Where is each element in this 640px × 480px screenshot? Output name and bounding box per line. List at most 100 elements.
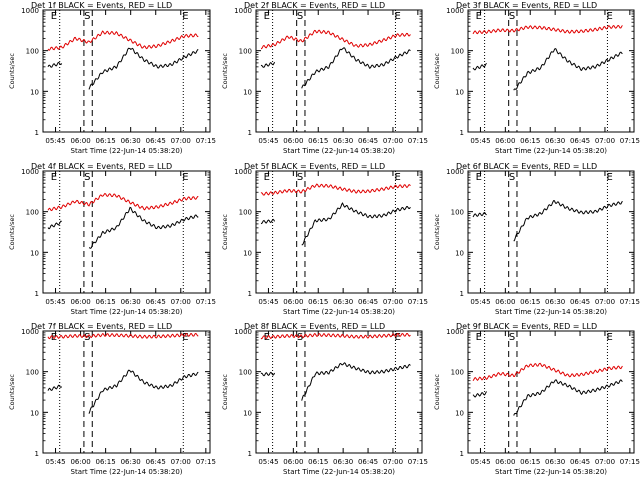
marker-label: E — [182, 172, 188, 183]
x-tick-label: 06:15 — [520, 137, 540, 145]
marker-label: E — [394, 11, 400, 22]
x-tick-label: 06:45 — [146, 137, 166, 145]
y-tick-label: 1 — [35, 290, 39, 298]
chart-title: Det 5f BLACK = Events, RED = LLD — [244, 162, 385, 171]
chart-panel-5: Det 5f BLACK = Events, RED = LLD 1 10 100 10… — [221, 162, 428, 316]
y-tick-label: 10 — [30, 409, 39, 417]
chart-title: Det 9f BLACK = Events, RED = LLD — [456, 322, 597, 331]
y-axis-label: Counts/sec — [221, 53, 229, 89]
x-tick-label: 07:15 — [408, 458, 428, 466]
marker-label: S — [509, 332, 515, 343]
y-tick-label: 10 — [30, 88, 39, 96]
y-axis-label: Counts/sec — [8, 214, 16, 250]
y-tick-label: 100 — [451, 48, 464, 56]
x-tick-label: 07:15 — [620, 298, 640, 306]
chart-panel-9: Det 9f BLACK = Events, RED = LLD 1 10 100 10… — [433, 322, 640, 476]
x-tick-label: 06:45 — [570, 458, 590, 466]
x-tick-label: 07:15 — [408, 298, 428, 306]
x-tick-label: 07:00 — [383, 137, 403, 145]
x-tick-label: 07:00 — [595, 137, 615, 145]
x-tick-label: 07:15 — [620, 458, 640, 466]
y-tick-label: 1 — [248, 129, 252, 137]
chart-panel-7: Det 7f BLACK = Events, RED = LLD 1 10 100 10… — [8, 322, 216, 476]
x-tick-label: 06:15 — [308, 137, 328, 145]
x-tick-label: 06:00 — [495, 458, 515, 466]
x-tick-label: 07:00 — [595, 458, 615, 466]
x-tick-label: 07:00 — [383, 458, 403, 466]
y-tick-label: 1 — [35, 450, 39, 458]
x-axis-label: Start Time (22-Jun-14 05:38:20) — [283, 468, 395, 476]
x-tick-label: 06:00 — [70, 298, 90, 306]
x-tick-label: 06:15 — [520, 458, 540, 466]
x-tick-label: 06:30 — [545, 137, 565, 145]
y-tick-label: 1000 — [446, 168, 464, 176]
plot-frame — [467, 9, 635, 133]
chart-title: Det 2f BLACK = Events, RED = LLD — [244, 1, 385, 10]
series-line — [47, 47, 199, 90]
chart-title: Det 6f BLACK = Events, RED = LLD — [456, 162, 597, 171]
x-tick-label: 06:45 — [358, 458, 378, 466]
x-tick-label: 06:15 — [308, 458, 328, 466]
chart-panel-2: Det 2f BLACK = Events, RED = LLD 1 10 100 10… — [221, 1, 428, 155]
series-line — [260, 183, 411, 196]
marker-label: S — [84, 11, 90, 22]
y-tick-label: 1000 — [21, 168, 39, 176]
y-axis-label: Counts/sec — [433, 374, 441, 410]
y-tick-label: 1 — [460, 129, 464, 137]
x-tick-label: 06:45 — [570, 298, 590, 306]
plot-frame — [467, 170, 635, 294]
y-tick-label: 1 — [248, 450, 252, 458]
x-tick-label: 06:45 — [146, 298, 166, 306]
marker-label: E — [51, 332, 57, 343]
marker-label: E — [182, 332, 188, 343]
x-tick-label: 06:15 — [520, 298, 540, 306]
x-axis-label: Start Time (22-Jun-14 05:38:20) — [71, 468, 183, 476]
x-tick-label: 06:15 — [96, 137, 116, 145]
series-line — [261, 29, 411, 50]
y-tick-label: 10 — [243, 249, 252, 257]
marker-label: S — [84, 172, 90, 183]
y-tick-label: 10 — [455, 249, 464, 257]
marker-label: E — [264, 172, 270, 183]
marker-label: E — [51, 11, 57, 22]
y-axis-label: Counts/sec — [8, 53, 16, 89]
x-tick-label: 06:00 — [283, 458, 303, 466]
series-line — [47, 332, 199, 340]
series-line — [472, 200, 623, 242]
x-tick-label: 07:15 — [408, 137, 428, 145]
chart-title: Det 7f BLACK = Events, RED = LLD — [31, 322, 172, 331]
x-tick-label: 05:45 — [470, 298, 490, 306]
marker-label: S — [297, 11, 303, 22]
x-axis-label: Start Time (22-Jun-14 05:38:20) — [283, 147, 395, 155]
x-tick-label: 06:30 — [545, 298, 565, 306]
y-tick-label: 10 — [243, 88, 252, 96]
series-line — [47, 30, 199, 51]
x-axis-label: Start Time (22-Jun-14 05:38:20) — [283, 308, 395, 316]
y-tick-label: 100 — [26, 48, 39, 56]
x-axis-label: Start Time (22-Jun-14 05:38:20) — [495, 468, 607, 476]
x-tick-label: 06:45 — [358, 298, 378, 306]
y-tick-label: 1 — [35, 129, 39, 137]
x-tick-label: 05:45 — [258, 137, 278, 145]
series-line — [47, 369, 199, 414]
x-tick-label: 05:45 — [470, 458, 490, 466]
x-tick-label: 06:15 — [96, 458, 116, 466]
x-tick-label: 06:00 — [495, 137, 515, 145]
plot-frame — [255, 9, 423, 133]
y-tick-label: 1000 — [446, 7, 464, 15]
y-axis-label: Counts/sec — [221, 214, 229, 250]
x-tick-label: 07:00 — [171, 458, 191, 466]
series-line — [472, 379, 623, 416]
chart-panel-3: Det 3f BLACK = Events, RED = LLD 1 10 100 10… — [433, 1, 640, 155]
y-axis-label: Counts/sec — [433, 53, 441, 89]
x-tick-label: 06:00 — [283, 298, 303, 306]
y-tick-label: 100 — [239, 209, 252, 217]
y-axis-label: Counts/sec — [433, 214, 441, 250]
y-tick-label: 10 — [455, 88, 464, 96]
y-tick-label: 100 — [26, 209, 39, 217]
x-tick-label: 06:00 — [70, 458, 90, 466]
y-tick-label: 1000 — [234, 328, 252, 336]
y-tick-label: 1000 — [234, 7, 252, 15]
y-tick-label: 10 — [30, 249, 39, 257]
y-tick-label: 100 — [239, 369, 252, 377]
